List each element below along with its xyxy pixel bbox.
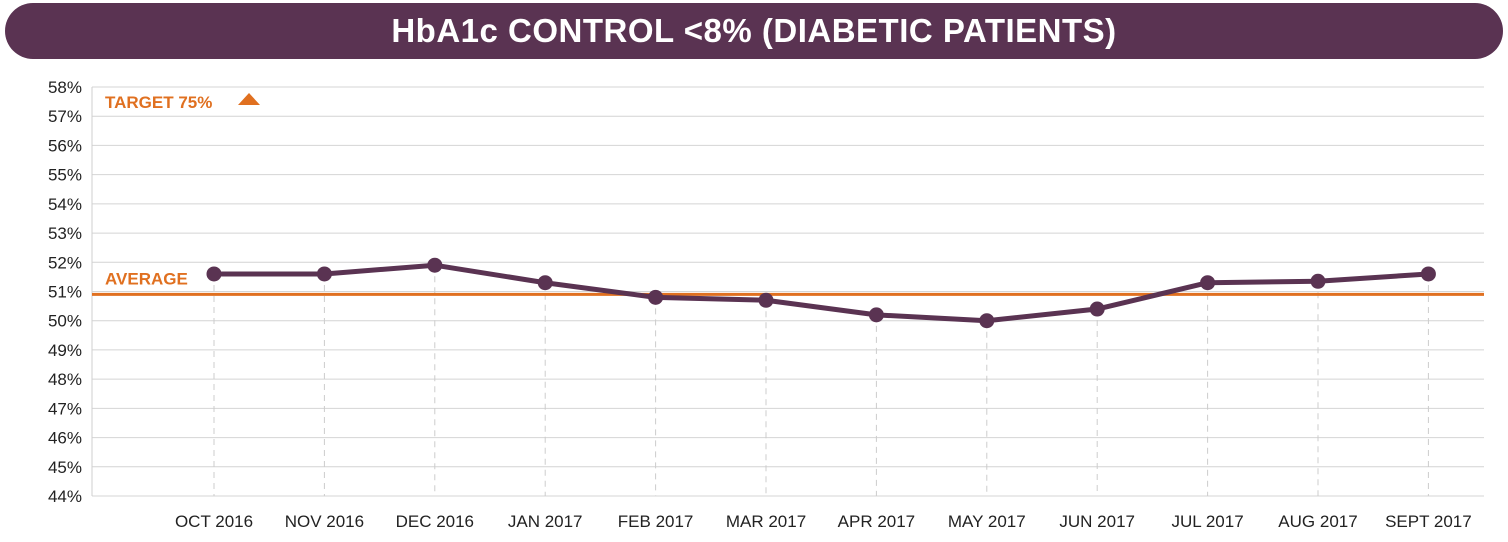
data-point [316,266,332,282]
y-tick-label: 52% [48,253,82,272]
x-tick-label: MAR 2017 [726,512,806,531]
data-point [979,313,995,329]
y-tick-label: 50% [48,312,82,331]
target-label: TARGET 75% [105,93,212,112]
data-point [206,266,222,282]
x-tick-label: SEPT 2017 [1385,512,1472,531]
data-point [1420,266,1436,282]
data-point [537,275,553,291]
data-point [1200,275,1216,291]
x-tick-label: DEC 2016 [396,512,474,531]
y-tick-label: 44% [48,487,82,506]
series-group [206,257,1436,329]
data-point [427,257,443,273]
x-tick-label: NOV 2016 [285,512,364,531]
data-point [1310,273,1326,289]
x-tick-label: JAN 2017 [508,512,583,531]
data-point [1089,301,1105,317]
y-tick-label: 48% [48,370,82,389]
y-tick-label: 51% [48,283,82,302]
average-label: AVERAGE [105,269,188,288]
y-tick-label: 53% [48,224,82,243]
triangle-up-icon [238,93,260,105]
y-tick-label: 45% [48,458,82,477]
y-tick-label: 55% [48,166,82,185]
x-tick-label: FEB 2017 [618,512,694,531]
y-tick-label: 54% [48,195,82,214]
y-tick-label: 46% [48,429,82,448]
series-line [214,262,1429,324]
x-tick-label: MAY 2017 [948,512,1026,531]
x-axis-ticks: OCT 2016 NOV 2016 DEC 2016 JAN 2017 FEB 2017… [175,512,1472,531]
x-tick-label: APR 2017 [838,512,916,531]
y-tick-label: 57% [48,107,82,126]
x-tick-label: OCT 2016 [175,512,253,531]
gridlines [91,86,1484,497]
data-point [758,292,774,308]
y-tick-label: 56% [48,136,82,155]
data-point [648,289,664,305]
data-point [868,307,884,323]
x-tick-label: AUG 2017 [1278,512,1357,531]
y-tick-label: 58% [48,78,82,97]
target-group: TARGET 75% [105,93,260,112]
y-axis-ticks: 44% 45% 46% 47% 48% 49% 50% 51% 52% 53% 54% 55% 56% 5… [48,78,82,506]
title-bar: HbA1c CONTROL <8% (DIABETIC PATIENTS) [5,3,1503,59]
average-group: AVERAGE [92,269,1484,296]
chart-title: HbA1c CONTROL <8% (DIABETIC PATIENTS) [391,12,1117,49]
y-tick-label: 49% [48,341,82,360]
x-tick-label: JUN 2017 [1059,512,1135,531]
x-tick-label: JUL 2017 [1172,512,1244,531]
y-tick-label: 47% [48,399,82,418]
